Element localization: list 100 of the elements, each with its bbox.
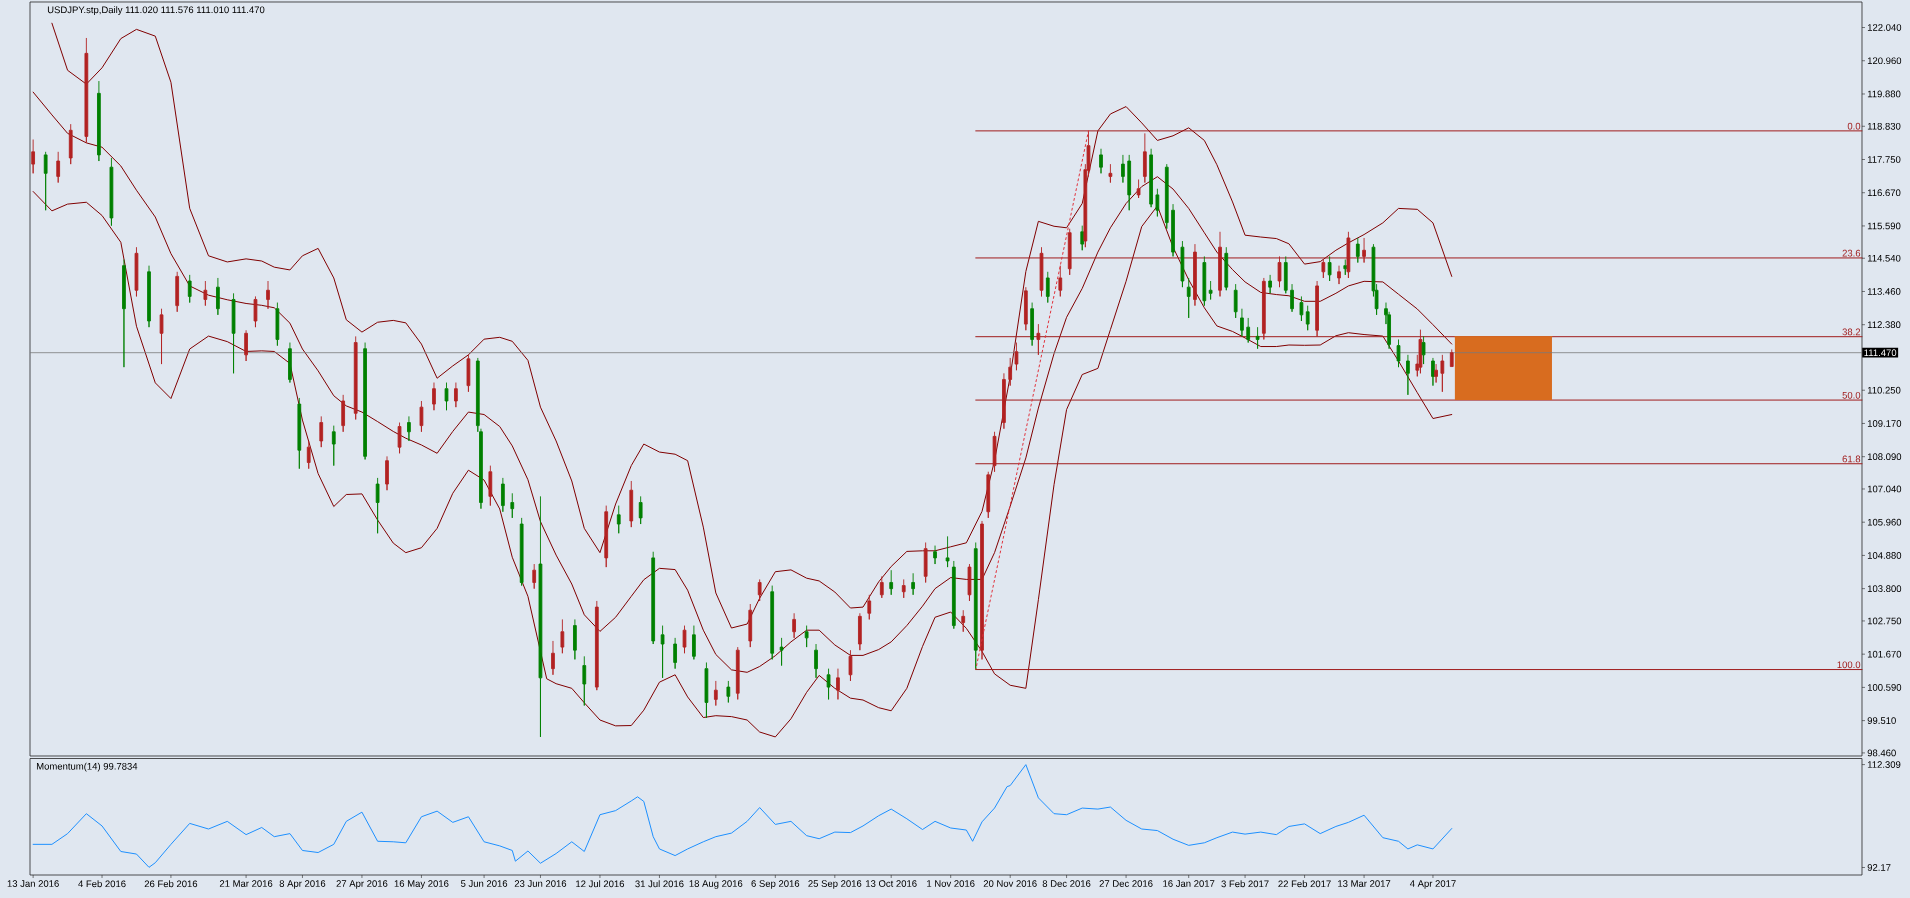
x-tick-label: 6 Sep 2016 bbox=[751, 880, 800, 889]
x-tick-label: 16 Jan 2017 bbox=[1163, 880, 1215, 887]
y-tick-label: 107.040 bbox=[1867, 485, 1902, 493]
candlestick bbox=[1233, 283, 1238, 319]
candlestick bbox=[1434, 363, 1438, 383]
y-tick-label: 100.590 bbox=[1867, 684, 1902, 691]
candlestick bbox=[692, 625, 696, 660]
candlestick bbox=[501, 477, 505, 513]
candlestick bbox=[911, 572, 915, 596]
candlestick bbox=[1193, 243, 1197, 307]
candlestick bbox=[814, 643, 818, 679]
candlestick bbox=[573, 618, 577, 660]
y-tick-label: 117.750 bbox=[1867, 156, 1901, 163]
candlestick bbox=[203, 280, 208, 307]
candlestick bbox=[109, 157, 114, 227]
candlestick bbox=[175, 271, 180, 313]
line-series bbox=[51, 22, 1453, 629]
candlestick bbox=[1440, 354, 1445, 393]
candlestick bbox=[951, 560, 956, 630]
candlestick bbox=[992, 431, 997, 473]
x-tick-label: 21 Mar 2016 bbox=[219, 880, 273, 887]
y-tick-label: 113.460 bbox=[1867, 288, 1901, 295]
candlestick bbox=[560, 618, 565, 654]
candlestick bbox=[1449, 348, 1454, 368]
candlestick bbox=[306, 440, 311, 470]
candlestick bbox=[961, 609, 966, 633]
candlestick bbox=[231, 292, 236, 374]
y-tick-label: 109.170 bbox=[1867, 420, 1902, 427]
y-tick-label: 101.670 bbox=[1867, 650, 1902, 658]
y-tick-label: 105.960 bbox=[1867, 518, 1902, 526]
candlestick bbox=[673, 637, 677, 670]
candlestick bbox=[266, 280, 270, 310]
x-tick-label: 27 Apr 2016 bbox=[336, 880, 388, 889]
candlestick bbox=[923, 542, 928, 583]
x-tick-label: 12 Jul 2016 bbox=[576, 880, 625, 888]
candlestick bbox=[682, 625, 687, 654]
candlestick bbox=[1067, 228, 1072, 276]
y-tick-label: 112.309 bbox=[1867, 761, 1901, 768]
candlestick bbox=[1218, 231, 1222, 297]
candlestick bbox=[397, 422, 402, 454]
candlestick bbox=[444, 382, 449, 411]
y-tick-label: 104.880 bbox=[1867, 552, 1902, 559]
candlestick bbox=[1142, 132, 1147, 184]
candlestick bbox=[84, 37, 89, 144]
candlestick bbox=[1036, 323, 1041, 356]
candlestick bbox=[510, 492, 515, 519]
candlestick bbox=[889, 569, 894, 596]
candlestick bbox=[363, 342, 367, 460]
y-tick-label: 115.590 bbox=[1867, 222, 1901, 230]
series-label: 61.8 bbox=[1842, 455, 1861, 463]
candlestick bbox=[901, 578, 906, 599]
x-tick-label: 23 Jun 2016 bbox=[514, 880, 567, 887]
candlestick bbox=[1186, 277, 1191, 319]
candlestick bbox=[341, 394, 346, 433]
line-series bbox=[32, 91, 1453, 673]
y-tick-label: 118.830 bbox=[1867, 122, 1901, 130]
candlestick bbox=[1337, 265, 1341, 285]
candlestick bbox=[1149, 148, 1153, 208]
candlestick bbox=[726, 680, 731, 703]
x-tick-label: 20 Nov 2016 bbox=[983, 880, 1037, 887]
y-tick-label: 102.750 bbox=[1867, 617, 1902, 625]
candlestick bbox=[792, 612, 796, 639]
candlestick bbox=[419, 400, 424, 433]
series-label: 23.6 bbox=[1842, 249, 1861, 257]
candlestick bbox=[56, 151, 61, 184]
x-tick-label: 26 Feb 2016 bbox=[144, 880, 198, 888]
candlestick bbox=[735, 646, 740, 700]
candlestick bbox=[244, 329, 248, 362]
y-tick-label: 98.460 bbox=[1867, 749, 1896, 757]
x-tick-label: 27 Dec 2016 bbox=[1099, 880, 1153, 887]
x-tick-label: 25 Sep 2016 bbox=[808, 880, 862, 889]
y-tick-label: 110.250 bbox=[1867, 386, 1901, 394]
candlestick bbox=[97, 80, 101, 162]
series-label: 0.0 bbox=[1847, 122, 1861, 130]
candlestick bbox=[980, 520, 984, 660]
candlestick bbox=[582, 655, 587, 706]
y-tick-label: 119.880 bbox=[1867, 90, 1901, 98]
candlestick bbox=[1108, 163, 1113, 184]
candlestick bbox=[804, 625, 809, 648]
candlestick bbox=[288, 342, 292, 383]
x-tick-label: 13 Jan 2016 bbox=[7, 880, 59, 887]
candlestick bbox=[651, 551, 656, 645]
candlestick bbox=[353, 335, 358, 420]
line-series bbox=[32, 190, 1453, 738]
candlestick bbox=[1343, 259, 1348, 276]
candlestick bbox=[1127, 154, 1132, 211]
candlestick bbox=[216, 277, 220, 316]
candlestick bbox=[1315, 280, 1319, 337]
y-tick-label: 103.800 bbox=[1867, 585, 1902, 593]
x-tick-label: 3 Feb 2017 bbox=[1221, 880, 1269, 888]
candlestick bbox=[973, 542, 978, 670]
y-tick-label: 92.17 bbox=[1867, 864, 1891, 871]
candlestick bbox=[638, 495, 643, 525]
candlestick bbox=[187, 274, 192, 303]
candlestick bbox=[945, 535, 950, 568]
x-tick-label: 1 Nov 2016 bbox=[927, 880, 975, 887]
y-tick-label: 108.090 bbox=[1867, 453, 1902, 461]
candlestick bbox=[43, 151, 48, 211]
candlestick bbox=[1268, 274, 1272, 294]
candlestick bbox=[1023, 286, 1028, 331]
